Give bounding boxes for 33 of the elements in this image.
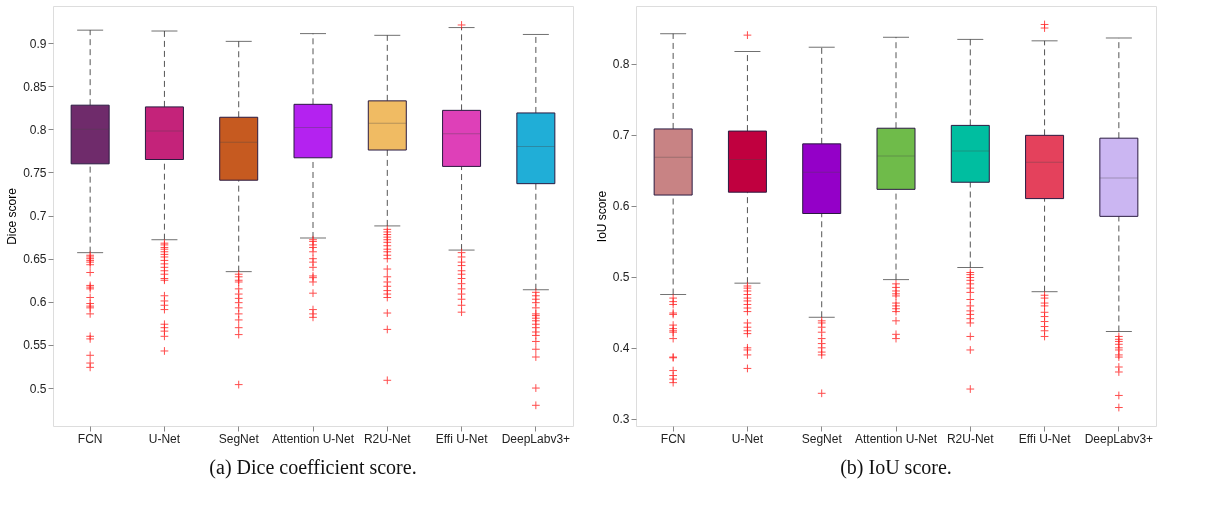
y-tick-label: 0.5 xyxy=(29,381,47,396)
text: (b) IoU score. xyxy=(840,456,952,479)
y-tick-label: 0.65 xyxy=(23,252,47,267)
x-tick-label: FCN xyxy=(77,431,103,446)
y-axis-title: Dice score xyxy=(5,187,20,245)
x-tick-label: Effi U-Net xyxy=(435,431,489,446)
y-tick-label: 0.6 xyxy=(29,295,47,310)
x-tick-label: DeepLabv3+ xyxy=(501,431,571,446)
x-tick-label: FCN xyxy=(660,431,686,446)
y-tick-label: 0.9 xyxy=(29,36,47,51)
x-tick-label: DeepLabv3+ xyxy=(1084,431,1154,446)
y-tick-label: 0.85 xyxy=(23,79,47,94)
x-tick-label: U-Net xyxy=(148,431,181,446)
x-tick-label: Effi U-Net xyxy=(1018,431,1072,446)
y-tick-label: 0.8 xyxy=(29,122,47,137)
x-tick-label: R2U-Net xyxy=(363,431,412,446)
y-tick-label: 0.7 xyxy=(29,209,47,224)
y-tick-label: 0.55 xyxy=(23,338,47,353)
text: (a) Dice coefficient score. xyxy=(209,456,417,479)
x-tick-label: Attention U-Net xyxy=(854,431,938,446)
x-tick-label: U-Net xyxy=(731,431,764,446)
y-tick-label: 0.5 xyxy=(612,270,630,285)
x-tick-label: SegNet xyxy=(801,431,843,446)
y-tick-label: 0.8 xyxy=(612,57,630,72)
y-axis-title: IoU score xyxy=(594,190,609,243)
x-tick-label: SegNet xyxy=(218,431,260,446)
y-tick-label: 0.3 xyxy=(612,412,630,427)
y-tick-label: 0.6 xyxy=(612,199,630,214)
x-tick-label: R2U-Net xyxy=(946,431,995,446)
y-tick-label: 0.4 xyxy=(612,341,630,356)
x-tick-label: Attention U-Net xyxy=(271,431,355,446)
y-tick-label: 0.75 xyxy=(23,165,47,180)
y-tick-label: 0.7 xyxy=(612,128,630,143)
